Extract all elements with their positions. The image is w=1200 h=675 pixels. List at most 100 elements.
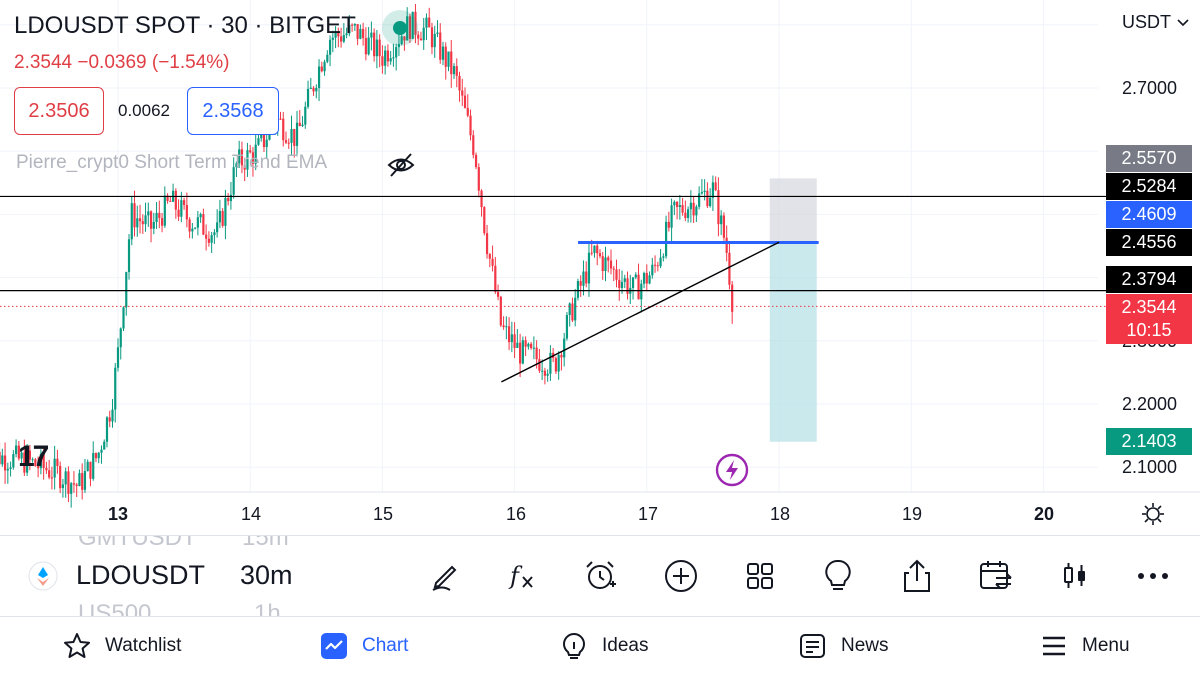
timeframe-selector[interactable]: 30m: [240, 560, 293, 590]
currency-selector[interactable]: USDT: [1122, 12, 1189, 33]
nav-news[interactable]: News: [799, 632, 889, 660]
candle: [177, 199, 180, 221]
tradingview-logo: 17: [18, 440, 49, 473]
candle-body: [582, 271, 585, 286]
candle-body: [169, 200, 172, 202]
candle-body: [262, 133, 266, 148]
draw-button[interactable]: [425, 556, 465, 596]
candle-body: [260, 133, 263, 139]
candle-body: [664, 221, 668, 257]
nav-watchlist[interactable]: Watchlist: [63, 632, 181, 660]
candle: [169, 196, 172, 202]
candle: [196, 210, 199, 236]
share-button[interactable]: [897, 556, 937, 596]
candle: [466, 94, 469, 118]
candle-body: [428, 17, 431, 28]
candle: [213, 229, 216, 244]
indicator-name[interactable]: Pierre_crypt0 Short Term Trend EMA: [16, 152, 328, 173]
settings-icon[interactable]: [1141, 502, 1165, 526]
symbol-selector[interactable]: LDOUSDT: [76, 560, 206, 590]
candle: [378, 34, 381, 68]
svg-text:f: f: [508, 562, 523, 590]
candle: [375, 29, 378, 69]
nav-menu[interactable]: Menu: [1040, 632, 1130, 660]
nav-chart[interactable]: Chart: [320, 632, 408, 660]
chart-area[interactable]: LDOUSDT SPOT · 30 · BITGET 2.3544 −0.036…: [0, 0, 1200, 535]
candles: [0, 3, 734, 508]
candle-body: [386, 50, 390, 62]
candle: [210, 231, 213, 253]
candle-body: [103, 441, 106, 450]
candle: [524, 336, 527, 356]
candle-body: [315, 87, 318, 92]
candle: [301, 116, 304, 127]
candle-body: [114, 367, 117, 410]
candle-body: [290, 128, 293, 143]
market-status-icon[interactable]: [382, 10, 418, 46]
candle-body: [342, 35, 345, 42]
candle-body: [125, 272, 128, 308]
candle-body: [507, 326, 511, 343]
candle: [144, 202, 147, 232]
more-button[interactable]: [1133, 556, 1173, 596]
candle: [339, 27, 343, 48]
candle-body: [9, 467, 12, 469]
price-chart[interactable]: [0, 0, 1200, 535]
replay-button[interactable]: [976, 556, 1016, 596]
candle-body: [447, 51, 450, 67]
candle: [728, 242, 731, 290]
candle: [612, 265, 615, 282]
candle: [199, 212, 202, 223]
candle: [155, 202, 158, 229]
candle: [576, 278, 580, 301]
candle: [634, 272, 637, 280]
candle-body: [149, 211, 153, 229]
price-tick: 2.7000: [1122, 78, 1178, 98]
candle-body: [502, 325, 505, 328]
candle-body: [499, 296, 502, 326]
lido-logo-icon: [28, 561, 58, 591]
sell-button[interactable]: 2.3506: [14, 87, 104, 135]
alert-button[interactable]: [581, 556, 621, 596]
time-label: 17: [637, 504, 659, 524]
candle-body: [144, 215, 147, 225]
candle-body: [28, 450, 31, 460]
candle-body: [590, 252, 593, 254]
chart-type-button[interactable]: [1055, 556, 1095, 596]
candle-body: [67, 471, 70, 494]
candle-body: [480, 190, 483, 208]
candle-body: [430, 27, 434, 48]
candle-body: [485, 233, 489, 255]
symbol-title[interactable]: LDOUSDT SPOT · 30 · BITGET: [14, 12, 356, 39]
candle: [687, 206, 690, 223]
buy-button[interactable]: 2.3568: [187, 87, 279, 135]
candle: [513, 322, 516, 359]
candle-body: [301, 124, 304, 127]
ideas-button[interactable]: [818, 556, 858, 596]
candle: [133, 190, 136, 237]
candle: [425, 13, 428, 41]
candle: [675, 201, 679, 220]
candle-body: [205, 234, 208, 239]
candle-body: [160, 218, 164, 226]
price-change: 2.3544 −0.0369 (−1.54%): [14, 52, 230, 73]
candle-body: [83, 471, 87, 490]
lightning-icon[interactable]: [715, 453, 749, 487]
indicators-button[interactable]: f: [502, 556, 542, 596]
nav-ideas[interactable]: Ideas: [560, 632, 648, 660]
candle-body: [97, 452, 100, 459]
candle-body: [89, 461, 92, 479]
candle: [320, 61, 323, 73]
add-button[interactable]: [661, 556, 701, 596]
candle: [507, 317, 511, 351]
nav-label: Menu: [1082, 635, 1130, 656]
candle: [477, 163, 480, 198]
candle: [108, 410, 111, 428]
chart-legend[interactable]: LDOUSDT SPOT · 30 · BITGET: [14, 12, 356, 40]
candle-body: [326, 54, 329, 62]
layout-button[interactable]: [740, 556, 780, 596]
candle: [191, 223, 194, 239]
candle: [3, 442, 7, 484]
candle: [188, 217, 191, 239]
hidden-eye-icon[interactable]: [386, 150, 416, 180]
